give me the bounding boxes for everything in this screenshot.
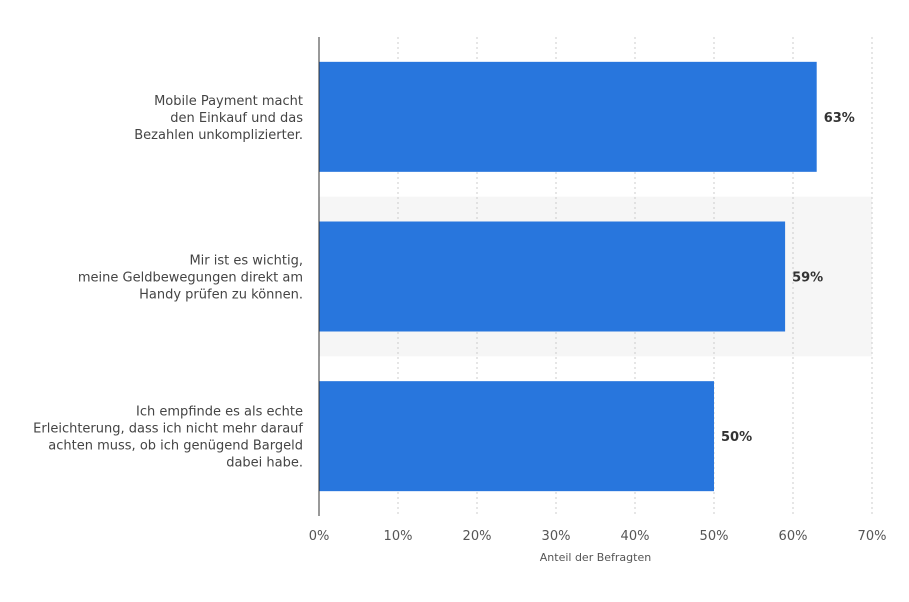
x-tick-label: 60% — [779, 529, 808, 544]
category-label: Mir ist es wichtig, meine Geldbewegungen … — [78, 254, 303, 303]
x-tick-label: 40% — [621, 529, 650, 544]
bars — [319, 61, 817, 492]
x-tick-label: 10% — [384, 529, 413, 544]
category-label: Mobile Payment macht den Einkauf und das B… — [134, 94, 303, 143]
x-tick-labels: 0% 10% 20% 30% 40% 50% 60% 70% — [309, 529, 887, 544]
data-labels: 63% 59% 50% — [721, 111, 855, 445]
x-tick-label: 0% — [309, 529, 330, 544]
x-tick-label: 30% — [542, 529, 571, 544]
data-label: 59% — [792, 271, 823, 286]
x-tick-label: 20% — [463, 529, 492, 544]
x-tick-label: 50% — [700, 529, 729, 544]
bar — [319, 381, 714, 492]
category-label: Ich empfinde es als echte Erleichterung, … — [33, 405, 303, 471]
bar — [319, 61, 817, 172]
x-axis-title: Anteil der Befragten — [540, 551, 651, 564]
x-tick-label: 70% — [858, 529, 887, 544]
category-labels: Mobile Payment macht den Einkauf und das B… — [33, 94, 303, 471]
bar — [319, 221, 786, 332]
data-label: 50% — [721, 430, 752, 445]
data-label: 63% — [824, 111, 855, 126]
